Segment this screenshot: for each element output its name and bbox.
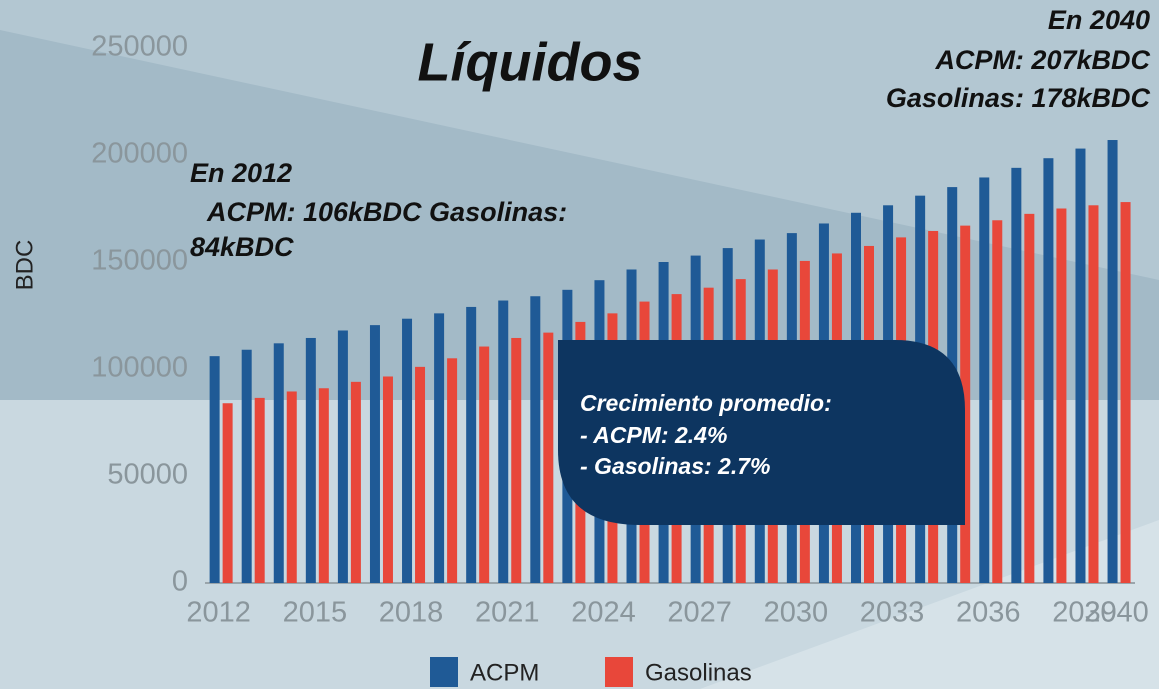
bar <box>222 403 233 583</box>
bar <box>1075 148 1086 583</box>
x-tick-label: 2030 <box>764 597 829 629</box>
bar <box>466 306 477 583</box>
y-axis-label: BDC <box>11 240 38 291</box>
bar <box>337 330 348 583</box>
bar <box>1088 205 1099 584</box>
x-tick-label: 2033 <box>860 597 925 629</box>
y-tick-label: 50000 <box>107 459 188 491</box>
annotation: ACPM: 106kBDC Gasolinas: <box>206 197 567 227</box>
bar <box>1107 140 1118 583</box>
legend-label: ACPM <box>470 659 539 686</box>
bar <box>369 325 380 583</box>
bar <box>1120 202 1131 583</box>
bar <box>318 388 329 583</box>
x-tick-label: 2015 <box>283 597 348 629</box>
background-wedge <box>0 0 1159 280</box>
x-tick-label: 2024 <box>571 597 636 629</box>
bar <box>992 220 1003 583</box>
y-tick-label: 150000 <box>91 245 188 277</box>
y-tick-label: 250000 <box>91 31 188 63</box>
x-tick-label: 2021 <box>475 597 540 629</box>
annotation: En 2040 <box>1048 5 1150 35</box>
x-tick-label: 2018 <box>379 597 444 629</box>
bar <box>1011 167 1022 583</box>
bar <box>1056 208 1067 583</box>
legend-swatch <box>430 657 458 687</box>
x-tick-label: 2012 <box>186 597 251 629</box>
legend-label: Gasolinas <box>645 659 752 686</box>
bar <box>273 343 284 583</box>
chart-title: Líquidos <box>418 32 643 92</box>
x-tick-label: 2040 <box>1084 597 1149 629</box>
bar <box>979 177 990 583</box>
bar <box>434 313 445 583</box>
y-tick-label: 100000 <box>91 352 188 384</box>
x-tick-label: 2039 <box>1052 597 1117 629</box>
bar <box>415 366 426 583</box>
bar <box>382 376 393 583</box>
annotation: Gasolinas: 178kBDC <box>886 83 1151 113</box>
x-tick-label: 2036 <box>956 597 1021 629</box>
bar <box>402 318 413 583</box>
annotation: ACPM: 207kBDC <box>934 45 1150 75</box>
bar <box>1024 213 1035 583</box>
bar <box>960 225 971 583</box>
bar <box>543 332 554 583</box>
bar <box>254 397 265 583</box>
y-tick-label: 200000 <box>91 138 188 170</box>
annotation: En 2012 <box>190 158 292 188</box>
legend-swatch <box>605 657 633 687</box>
bar <box>1043 158 1054 583</box>
x-tick-label: 2027 <box>667 597 732 629</box>
bar <box>511 337 522 583</box>
annotation: 84kBDC <box>190 232 294 262</box>
bar <box>305 337 316 583</box>
bar <box>498 300 509 583</box>
bar <box>530 296 541 583</box>
annotation: Crecimiento promedio: <box>580 390 832 416</box>
bar <box>479 346 490 583</box>
bar <box>447 358 458 583</box>
annotation: - ACPM: 2.4% <box>580 422 727 448</box>
bar <box>350 381 361 583</box>
callout-box <box>558 340 965 525</box>
bar <box>241 349 252 583</box>
y-tick-label: 0 <box>172 566 188 598</box>
annotation: - Gasolinas: 2.7% <box>580 453 770 479</box>
bar <box>209 356 220 583</box>
bar <box>286 391 297 583</box>
